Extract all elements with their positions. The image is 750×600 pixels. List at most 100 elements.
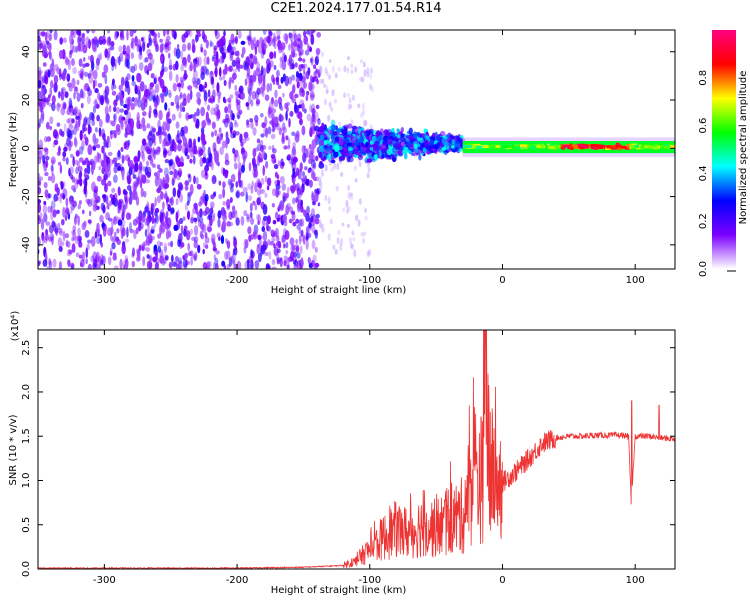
heatmap-cell: [271, 37, 276, 47]
heatmap-cell: [292, 221, 297, 227]
heatmap-cell: [97, 231, 101, 237]
heatmap-cell: [319, 181, 323, 190]
heatmap-cell: [111, 90, 117, 96]
heatmap-cell: [86, 30, 90, 34]
heatmap-cell: [114, 30, 118, 41]
heatmap-cell: [152, 127, 156, 133]
heatmap-cell: [45, 156, 50, 161]
heatmap-cell: [120, 146, 124, 153]
heatmap-cell: [38, 173, 41, 178]
heatmap-cell: [182, 106, 186, 113]
heatmap-cell: [311, 201, 316, 206]
heatmap-cell: [183, 125, 189, 134]
heatmap-cell: [149, 158, 154, 166]
heatmap-cell: [49, 30, 53, 34]
heatmap-cell: [122, 155, 126, 162]
heatmap-cell: [98, 52, 103, 61]
heatmap-cell: [147, 62, 153, 72]
heatmap-cell: [202, 156, 207, 164]
heatmap-cell: [234, 149, 239, 158]
heatmap-cell: [287, 58, 291, 66]
heatmap-cell: [180, 79, 184, 89]
heatmap-cell: [337, 66, 341, 72]
heatmap-cell: [281, 42, 286, 50]
heatmap-cell: [229, 185, 234, 193]
heatmap-cell: [291, 146, 296, 156]
heatmap-cell: [230, 51, 235, 56]
heatmap-cell: [130, 102, 135, 111]
heatmap-cell: [221, 260, 226, 267]
heatmap-cell: [131, 96, 135, 102]
heatmap-cell: [86, 243, 90, 251]
heatmap-cell: [218, 38, 224, 48]
heatmap-cell: [323, 136, 328, 141]
heatmap-cell: [590, 146, 596, 150]
heatmap-cell: [150, 30, 155, 35]
heatmap-cell: [340, 172, 344, 177]
heatmap-cell: [145, 179, 151, 184]
heatmap-cell: [147, 224, 150, 233]
heatmap-cell: [96, 237, 101, 245]
heatmap-cell: [187, 192, 191, 203]
heatmap-cell: [39, 144, 44, 154]
heatmap-cell: [249, 74, 254, 81]
heatmap-cell: [207, 104, 210, 111]
heatmap-cell: [104, 105, 109, 116]
heatmap-cell: [110, 226, 114, 235]
heatmap-cell: [40, 218, 45, 230]
heatmap-cell: [65, 205, 69, 214]
heatmap-cell: [304, 166, 308, 171]
heatmap-cell: [109, 193, 114, 199]
heatmap-cell: [203, 49, 207, 57]
heatmap-cell: [267, 62, 272, 72]
heatmap-cell: [230, 109, 234, 121]
heatmap-cell: [200, 85, 206, 90]
heatmap-cell: [625, 146, 630, 150]
heatmap-cell: [349, 192, 353, 197]
heatmap-cell: [502, 145, 508, 149]
heatmap-cell: [203, 89, 207, 94]
heatmap-cell: [176, 132, 182, 144]
heatmap-cell: [276, 179, 281, 187]
heatmap-cell: [177, 239, 181, 248]
heatmap-cell: [45, 121, 50, 130]
heatmap-cell: [210, 233, 216, 244]
heatmap-cell: [256, 197, 261, 206]
heatmap-cell: [276, 248, 281, 254]
heatmap-cell: [200, 233, 205, 240]
heatmap-cell: [293, 52, 298, 58]
snr-y-tick-label: 1.5: [21, 428, 32, 444]
heatmap-cell: [47, 176, 52, 181]
heatmap-cell: [276, 235, 280, 243]
heatmap-cell: [342, 207, 346, 213]
heatmap-cell: [175, 255, 179, 262]
heatmap-cell: [233, 263, 238, 269]
heatmap-cell: [87, 219, 92, 224]
heatmap-cell: [258, 36, 264, 46]
heatmap-cell: [150, 225, 156, 235]
heatmap-cell: [234, 84, 238, 91]
heatmap-cell: [257, 182, 262, 188]
heatmap-cell: [338, 121, 342, 127]
heatmap-cell: [72, 200, 77, 208]
heatmap-cell: [177, 182, 183, 191]
heatmap-cell: [181, 43, 187, 52]
heatmap-cell: [287, 137, 291, 149]
heatmap-cell: [291, 147, 297, 159]
heatmap-cell: [48, 236, 53, 242]
heatmap-cell: [388, 141, 393, 147]
heatmap-cell: [135, 256, 141, 262]
heatmap-cell: [119, 258, 123, 269]
heatmap-x-tick-label: -300: [93, 275, 116, 286]
heatmap-cell: [257, 234, 262, 241]
heatmap-cell: [167, 107, 171, 119]
heatmap-cell: [145, 247, 151, 252]
heatmap-cell: [38, 199, 42, 204]
heatmap-cell: [281, 161, 285, 167]
heatmap-cell: [455, 140, 460, 145]
heatmap-cell: [122, 44, 126, 52]
heatmap-cell: [213, 107, 219, 113]
heatmap-cell: [259, 113, 264, 118]
heatmap-cell: [256, 87, 261, 96]
heatmap-cell: [108, 104, 112, 113]
